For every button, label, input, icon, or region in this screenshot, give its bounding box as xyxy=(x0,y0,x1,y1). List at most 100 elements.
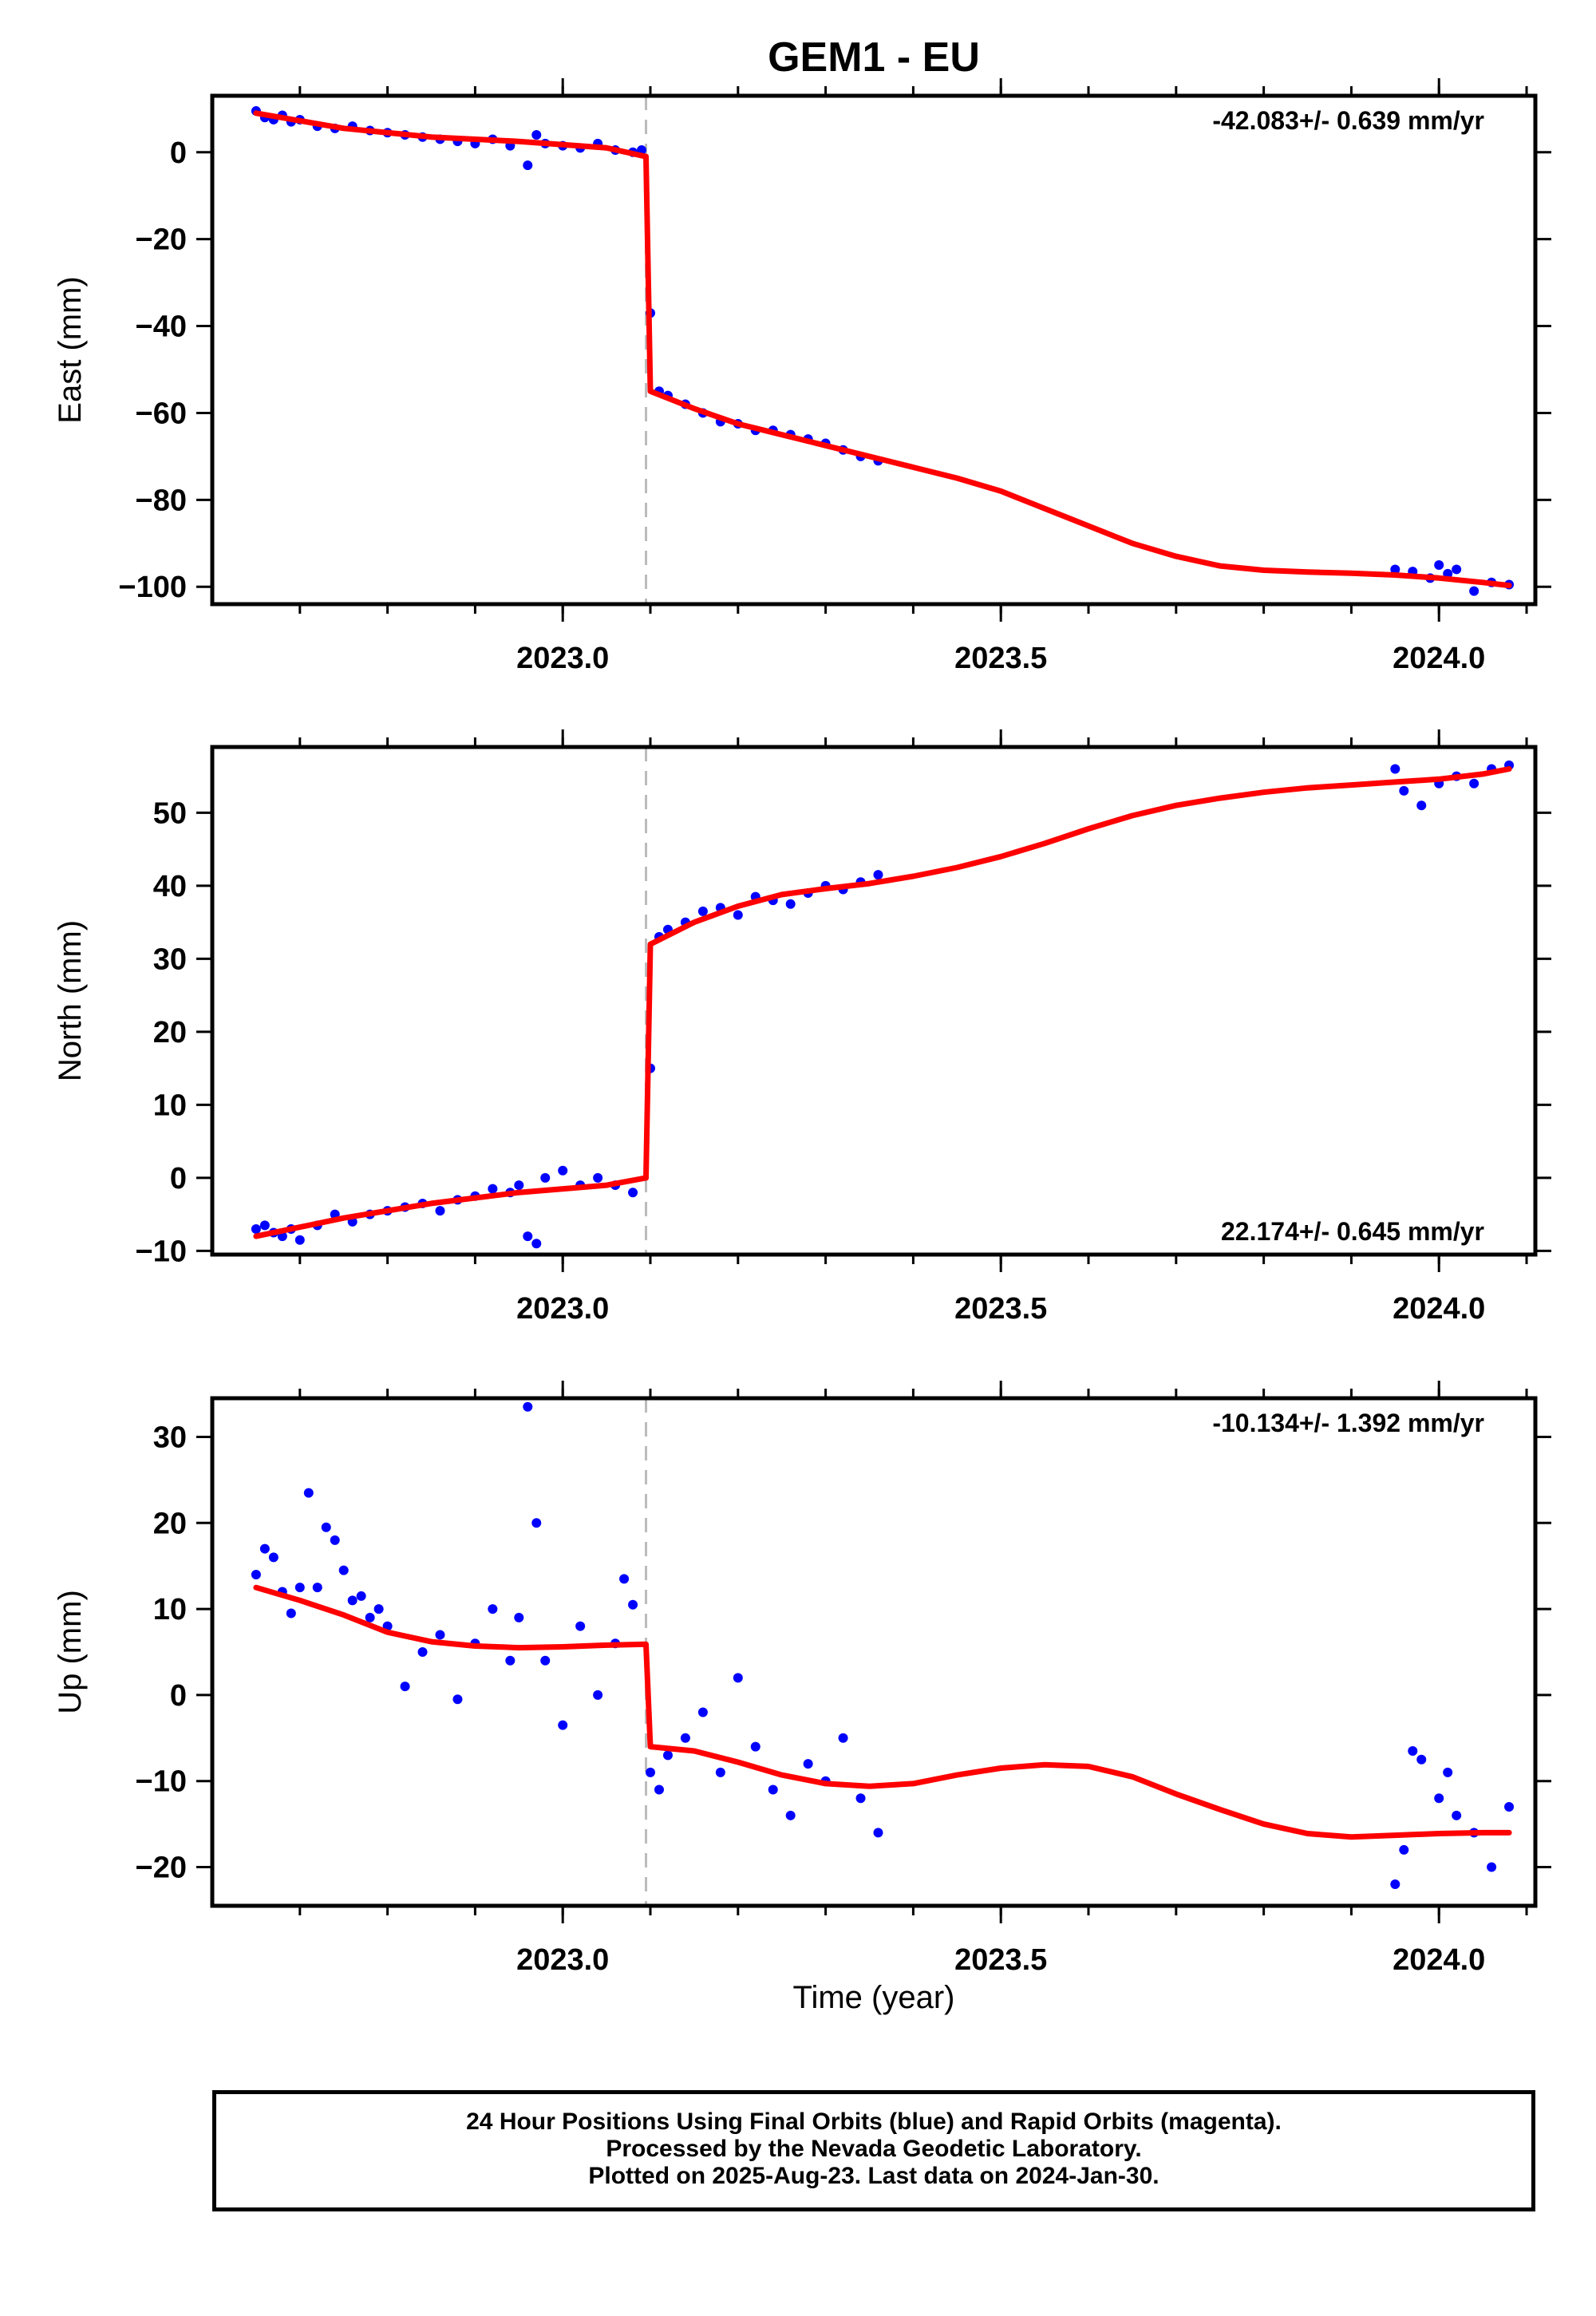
north-y-tick-label: 40 xyxy=(153,870,187,903)
up-data-point xyxy=(873,1828,883,1838)
north-data-point xyxy=(628,1188,638,1198)
up-data-point xyxy=(1399,1844,1409,1855)
up-data-point xyxy=(803,1759,813,1769)
north-data-point xyxy=(1390,764,1400,774)
up-data-point xyxy=(523,1401,533,1412)
east-model-line xyxy=(253,110,1512,589)
up-plot-frame xyxy=(210,1396,1538,1908)
up-data-point xyxy=(321,1522,331,1532)
east-plot-frame xyxy=(210,93,1538,607)
north-data-point xyxy=(523,1231,533,1242)
north-data-point xyxy=(488,1184,498,1194)
east-data-point xyxy=(1390,564,1400,575)
north-data-point xyxy=(558,1165,568,1176)
up-data-point xyxy=(1408,1745,1418,1756)
up-y-tick-label: 20 xyxy=(153,1507,187,1540)
up-model-line xyxy=(253,1584,1512,1840)
up-data-point xyxy=(330,1535,340,1545)
north-data-point xyxy=(873,870,883,880)
footer-line-3: Plotted on 2025-Aug-23. Last data on 202… xyxy=(588,2163,1159,2189)
up-data-point xyxy=(514,1612,524,1622)
north-x-tick-label: 2024.0 xyxy=(1393,1292,1485,1326)
north-data-point xyxy=(251,1223,261,1234)
up-data-point xyxy=(855,1793,866,1804)
up-data-point xyxy=(575,1621,586,1631)
east-y-tick-label: −40 xyxy=(136,310,187,344)
x-axis-label: Time (year) xyxy=(793,1980,955,2015)
up-data-point xyxy=(628,1599,638,1610)
north-data-point xyxy=(593,1172,603,1183)
north-x-tick-label: 2023.5 xyxy=(954,1292,1047,1326)
up-data-point xyxy=(259,1543,270,1554)
up-data-point xyxy=(715,1767,725,1777)
up-data-point xyxy=(619,1574,630,1584)
up-y-tick-label: 30 xyxy=(153,1421,187,1455)
east-data-point xyxy=(1434,560,1444,570)
east-y-tick-label: −100 xyxy=(118,571,187,604)
up-data-point xyxy=(593,1690,603,1700)
east-y-tick-label: −20 xyxy=(136,223,187,257)
east-y-tick-label: −60 xyxy=(136,397,187,430)
north-data-point xyxy=(1416,800,1427,811)
up-data-point xyxy=(268,1552,279,1563)
north-model-line xyxy=(253,766,1512,1239)
east-data-point xyxy=(531,130,542,140)
up-data-point xyxy=(417,1647,428,1657)
up-data-point xyxy=(697,1707,708,1717)
up-x-tick-label: 2024.0 xyxy=(1393,1943,1485,1977)
north-data-point xyxy=(785,899,796,909)
up-data-point xyxy=(338,1565,349,1575)
east-y-tick-label: −80 xyxy=(136,484,187,517)
north-data-point xyxy=(697,906,708,916)
up-y-tick-label: −10 xyxy=(136,1765,187,1799)
up-data-point xyxy=(488,1604,498,1614)
north-data-point xyxy=(294,1235,305,1245)
up-y-tick-label: 10 xyxy=(153,1593,187,1626)
up-data-point xyxy=(1443,1767,1453,1777)
footer-line-2: Processed by the Nevada Geodetic Laborat… xyxy=(606,2136,1142,2162)
up-data-point xyxy=(452,1694,463,1705)
east-x-tick-label: 2024.0 xyxy=(1393,642,1485,675)
east-x-tick-label: 2023.5 xyxy=(954,642,1047,675)
east-x-tick-label: 2023.0 xyxy=(516,642,609,675)
north-data-point xyxy=(733,910,743,920)
north-y-axis-label: North (mm) xyxy=(53,920,88,1081)
north-y-tick-label: 0 xyxy=(170,1162,187,1196)
up-data-point xyxy=(1452,1810,1462,1820)
up-data-point xyxy=(303,1488,314,1498)
north-data-point xyxy=(540,1172,551,1183)
up-data-point xyxy=(312,1583,322,1593)
up-data-point xyxy=(654,1784,664,1795)
east-y-axis-label: East (mm) xyxy=(53,276,88,423)
north-data-point xyxy=(259,1220,270,1231)
up-data-point xyxy=(785,1810,796,1820)
up-data-point xyxy=(435,1630,445,1640)
north-rate-label: 22.174+/- 0.645 mm/yr xyxy=(1221,1217,1484,1246)
east-data-point xyxy=(523,160,533,171)
east-y-tick-label: 0 xyxy=(170,136,187,170)
chart-title: GEM1 - EU xyxy=(768,34,980,81)
up-data-point xyxy=(662,1750,673,1761)
up-data-point xyxy=(531,1518,542,1528)
north-data-point xyxy=(435,1206,445,1216)
up-data-point xyxy=(373,1604,384,1614)
east-data-point xyxy=(1452,564,1462,575)
up-data-point xyxy=(294,1583,305,1593)
east-rate-label: -42.083+/- 0.639 mm/yr xyxy=(1212,106,1484,135)
up-rate-label: -10.134+/- 1.392 mm/yr xyxy=(1212,1409,1484,1437)
east-data-point xyxy=(1469,586,1479,596)
up-data-point xyxy=(558,1720,568,1730)
north-data-point xyxy=(1399,785,1409,796)
up-x-tick-label: 2023.0 xyxy=(516,1943,609,1977)
up-y-tick-label: −20 xyxy=(136,1851,187,1884)
up-data-point xyxy=(251,1569,261,1579)
up-data-point xyxy=(400,1682,410,1692)
up-data-point xyxy=(365,1612,375,1622)
north-data-point xyxy=(1469,778,1479,788)
up-data-point xyxy=(286,1608,296,1618)
up-data-point xyxy=(1390,1879,1400,1890)
up-x-tick-label: 2023.5 xyxy=(954,1943,1047,1977)
north-y-tick-label: 10 xyxy=(153,1089,187,1122)
up-y-tick-label: 0 xyxy=(170,1679,187,1713)
up-data-point xyxy=(1416,1754,1427,1765)
